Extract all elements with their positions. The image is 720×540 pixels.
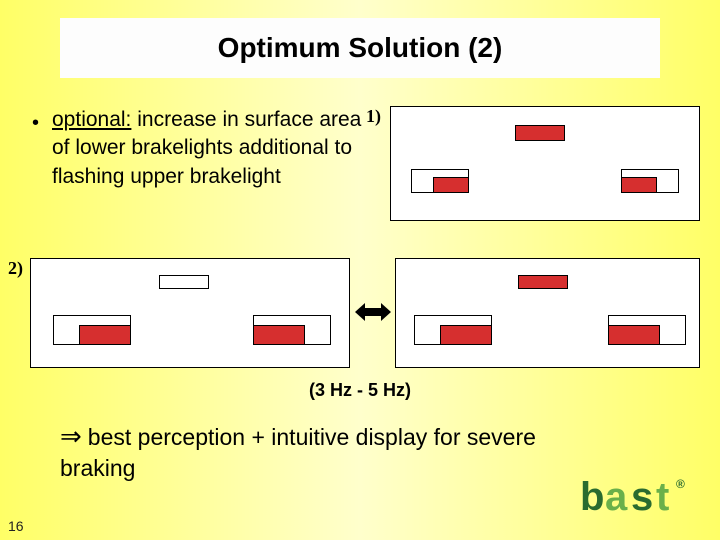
diagram-2-right	[395, 258, 700, 368]
svg-text:a: a	[605, 475, 628, 519]
svg-text:®: ®	[676, 477, 685, 491]
d2-right_f	[253, 325, 305, 345]
svg-text:b: b	[580, 475, 604, 519]
bullet-text: • optional: increase in surface area of …	[52, 106, 362, 191]
diagram-2-label: 2)	[8, 258, 23, 279]
diagram-2-left	[30, 258, 350, 368]
bullet-lead: optional:	[52, 108, 131, 131]
d2-upper	[159, 275, 209, 289]
svg-text:s: s	[631, 475, 653, 519]
d3-right_f	[608, 325, 660, 345]
slide-title: Optimum Solution (2)	[218, 32, 503, 64]
d1-upper	[515, 125, 565, 141]
bullet-marker: •	[32, 110, 39, 137]
d3-upper	[518, 275, 568, 289]
diagram-1-label: 1)	[366, 106, 381, 127]
page-number: 16	[8, 518, 24, 534]
d1-right_f	[621, 177, 657, 193]
d1-left_f	[433, 177, 469, 193]
conclusion-body: best perception + intuitive display for …	[60, 424, 536, 481]
double-arrow-icon	[355, 300, 391, 324]
diagram-1	[390, 106, 700, 221]
implies-arrow-icon: ⇒	[60, 420, 82, 454]
title-box: Optimum Solution (2)	[60, 18, 660, 78]
d2-left_f	[79, 325, 131, 345]
frequency-label: (3 Hz - 5 Hz)	[0, 380, 720, 401]
svg-text:t: t	[656, 475, 669, 519]
d3-left_f	[440, 325, 492, 345]
conclusion-text: ⇒best perception + intuitive display for…	[60, 420, 540, 484]
bast-logo: b a s t ®	[580, 470, 700, 522]
